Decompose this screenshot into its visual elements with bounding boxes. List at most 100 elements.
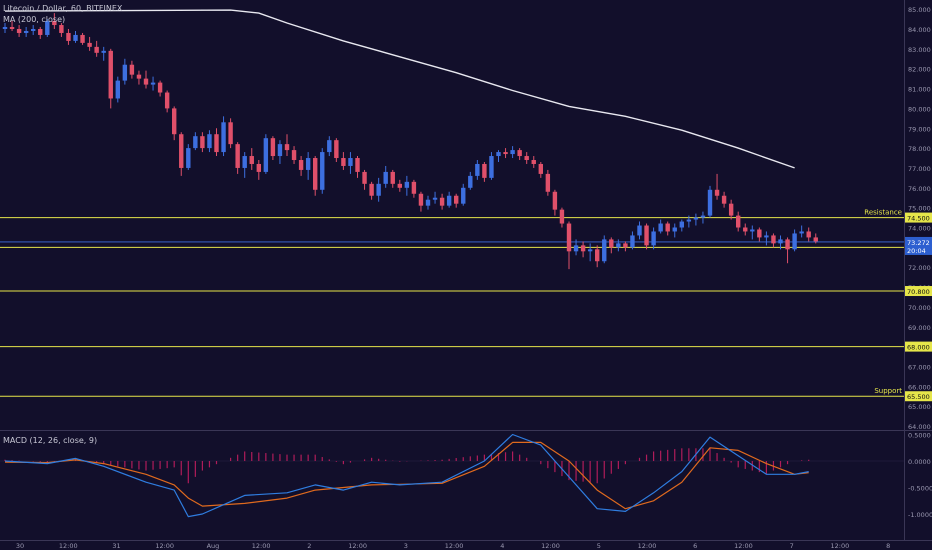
ma-label: MA (200, close) (3, 15, 66, 24)
level-tag (905, 341, 932, 352)
candle-body (369, 183, 374, 196)
price-tick-label: 80.000 (908, 105, 931, 113)
last-price-tag (905, 236, 932, 255)
price-tick-label: 85.000 (908, 6, 931, 14)
candle-body (538, 163, 543, 174)
macd-tick-label: 0.0000 (908, 458, 931, 466)
candle-body (503, 152, 508, 155)
price-tick-label: 69.000 (908, 324, 931, 332)
price-tick-label: 76.000 (908, 185, 931, 193)
candle-body (637, 225, 642, 236)
candle-body (284, 144, 290, 151)
price-tick-label: 84.000 (908, 26, 931, 34)
level-label: 70.800 (907, 288, 930, 296)
time-tick-label: 12:00 (734, 542, 753, 550)
candle-body (792, 233, 797, 250)
candle-body (439, 197, 445, 206)
candle-body (94, 46, 99, 53)
macd-tick-label: 0.5000 (908, 432, 931, 440)
price-tick-label: 65.000 (908, 403, 931, 411)
candle-body (764, 235, 769, 238)
price-tick-label: 67.000 (908, 363, 931, 371)
candle-body (630, 235, 635, 248)
price-tick-label: 82.000 (908, 66, 931, 74)
candle-body (249, 156, 254, 164)
candle-body (531, 160, 536, 164)
candle-body (552, 191, 558, 210)
candle-body (736, 215, 741, 228)
candle-body (376, 183, 381, 196)
candle-body (658, 223, 663, 232)
candle-body (580, 245, 586, 252)
candle-body (235, 144, 240, 168)
level-annotation: Support (874, 387, 902, 395)
candle-body (270, 138, 276, 157)
candle-body (9, 27, 15, 29)
time-tick-label: 12:00 (59, 542, 78, 550)
candle-body (813, 237, 818, 242)
time-tick-label: 4 (500, 542, 504, 550)
candle-body (425, 199, 431, 206)
countdown-label: 20:04 (907, 247, 926, 255)
candle-body (672, 227, 677, 232)
candle-body (482, 163, 487, 178)
candle-body (136, 74, 142, 79)
candle-body (200, 136, 205, 149)
candle-body (108, 50, 113, 99)
candle-body (623, 243, 628, 248)
candle-body (559, 209, 565, 224)
candle-body (186, 148, 191, 168)
candle-body (475, 163, 480, 176)
price-tick-label: 64.000 (908, 423, 931, 431)
candle-body (101, 50, 106, 53)
candle-body (757, 229, 762, 238)
candle-body (616, 243, 621, 248)
candle-body (595, 249, 600, 262)
candle-body (454, 195, 459, 204)
candle-body (277, 144, 283, 157)
candle-body (693, 217, 699, 220)
candle-body (52, 21, 57, 26)
candle-body (242, 156, 247, 168)
candle-body (587, 249, 593, 252)
candle-body (87, 42, 92, 47)
candle-body (728, 203, 734, 216)
time-tick-label: 12:00 (155, 542, 174, 550)
price-tick-label: 66.000 (908, 383, 931, 391)
time-tick-label: 6 (693, 542, 697, 550)
time-tick-label: 3 (404, 542, 408, 550)
candle-body (179, 134, 184, 168)
candle-body (313, 158, 318, 190)
time-tick-label: 12:00 (445, 542, 464, 550)
macd-tick-label: -0.5000 (908, 485, 932, 493)
ma-200-line (4, 9, 795, 169)
candle-body (334, 140, 339, 159)
candle-body (256, 163, 261, 172)
candle-body (38, 29, 43, 35)
price-tick-label: 74.000 (908, 225, 931, 233)
candle-body (686, 219, 692, 222)
candle-body (327, 140, 332, 153)
candle-body (404, 181, 410, 188)
candle-body (305, 158, 311, 170)
candle-body (721, 195, 727, 204)
candle-body (750, 229, 755, 232)
candle-body (291, 150, 297, 161)
time-tick-label: 12:00 (831, 542, 850, 550)
time-tick-label: 12:00 (638, 542, 657, 550)
candle-body (298, 160, 304, 170)
candle-body (665, 223, 670, 232)
time-tick-label: 12:00 (252, 542, 271, 550)
candle-body (771, 235, 776, 244)
price-tick-label: 72.000 (908, 264, 931, 272)
candle-body (164, 92, 170, 109)
candle-body (799, 231, 804, 234)
candle-body (644, 225, 649, 246)
candle-body (228, 122, 233, 145)
candle-body (609, 239, 614, 248)
candle-body (545, 173, 551, 192)
price-tick-label: 75.000 (908, 205, 931, 213)
candle-body (383, 171, 388, 184)
